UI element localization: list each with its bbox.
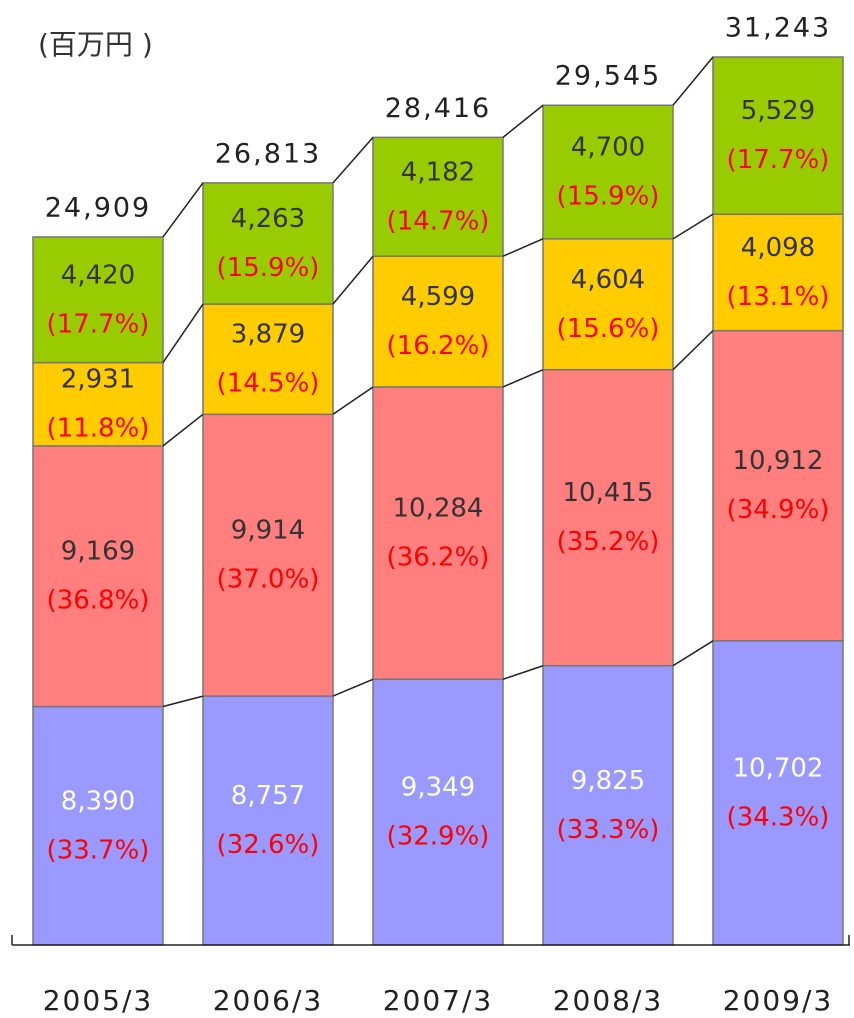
bar-segment — [32, 236, 164, 364]
share-label: (37.0%) — [217, 565, 320, 595]
connector-line — [162, 182, 204, 238]
value-label: 4,182 — [401, 157, 475, 187]
connector-line — [502, 665, 544, 680]
connector-line — [502, 238, 544, 257]
bar-segment — [372, 255, 504, 388]
connector-line — [672, 330, 714, 371]
total-label: 24,909 — [45, 192, 151, 223]
chart-title: (百万円 ) — [38, 28, 153, 61]
total-label: 26,813 — [215, 138, 321, 169]
bar-segment — [32, 361, 164, 447]
share-label: (35.2%) — [557, 527, 660, 557]
connector-line — [332, 136, 374, 184]
connector-line — [332, 678, 374, 697]
bar-segment — [712, 329, 844, 642]
value-label: 4,599 — [401, 282, 475, 312]
share-label: (17.7%) — [47, 309, 150, 339]
value-label: 9,825 — [571, 766, 645, 796]
share-label: (33.3%) — [557, 815, 660, 845]
bar-segment — [202, 182, 334, 305]
value-label: 4,604 — [571, 265, 645, 295]
total-label: 31,243 — [725, 13, 831, 44]
value-label: 4,263 — [231, 204, 305, 234]
bar-segment — [542, 238, 674, 371]
bar-segment — [542, 104, 674, 240]
share-label: (14.7%) — [387, 206, 490, 236]
x-tick-label: 2005/3 — [43, 984, 154, 1017]
share-label: (34.9%) — [727, 495, 830, 525]
connector-line — [332, 386, 374, 415]
connector-line — [502, 104, 544, 138]
x-tick-label: 2006/3 — [213, 984, 324, 1017]
share-label: (14.5%) — [217, 369, 320, 399]
share-label: (15.9%) — [217, 253, 320, 283]
connector-line — [672, 56, 714, 106]
share-label: (34.3%) — [727, 802, 830, 832]
value-label: 4,700 — [571, 133, 645, 163]
x-tick-label: 2007/3 — [383, 984, 494, 1017]
value-label: 9,349 — [401, 773, 475, 803]
value-label: 3,879 — [231, 320, 305, 350]
bar-segment — [712, 56, 844, 215]
share-label: (36.2%) — [387, 543, 490, 573]
bar-segment — [32, 445, 164, 708]
connector-line — [672, 640, 714, 667]
connector-line — [502, 369, 544, 388]
connector-line — [672, 213, 714, 240]
bar-segment — [542, 368, 674, 667]
bar-segment — [202, 695, 334, 946]
value-label: 2,931 — [61, 365, 135, 395]
share-label: (15.6%) — [557, 314, 660, 344]
share-label: (15.9%) — [557, 182, 660, 212]
value-label: 10,912 — [733, 446, 824, 476]
value-label: 4,098 — [741, 233, 815, 263]
x-tick-label: 2008/3 — [553, 984, 664, 1017]
total-label: 28,416 — [385, 93, 491, 124]
share-label: (16.2%) — [387, 331, 490, 361]
bar-segment — [202, 303, 334, 416]
value-label: 8,757 — [231, 781, 305, 811]
connector-line — [162, 695, 204, 708]
share-label: (32.6%) — [217, 830, 320, 860]
share-label: (13.1%) — [727, 282, 830, 312]
bar-segment — [202, 413, 334, 697]
share-label: (36.8%) — [47, 586, 150, 616]
value-label: 9,914 — [231, 516, 305, 546]
bar-segment — [712, 213, 844, 332]
value-label: 8,390 — [61, 786, 135, 816]
value-label: 5,529 — [741, 96, 815, 126]
connector-line — [162, 413, 204, 447]
bar-segment — [32, 705, 164, 946]
value-label: 10,284 — [393, 494, 484, 524]
share-label: (11.8%) — [47, 414, 150, 444]
bar-segment — [372, 386, 504, 681]
bar-segment — [372, 136, 504, 257]
share-label: (33.7%) — [47, 835, 150, 865]
x-tick-label: 2009/3 — [723, 984, 834, 1017]
total-label: 29,545 — [555, 61, 661, 92]
connector-line — [332, 255, 374, 305]
value-label: 4,420 — [61, 260, 135, 290]
value-label: 10,415 — [563, 478, 654, 508]
bar-segment — [542, 664, 674, 946]
bar-segment — [372, 678, 504, 946]
share-label: (17.7%) — [727, 145, 830, 175]
connector-line — [162, 303, 204, 364]
share-label: (32.9%) — [387, 822, 490, 852]
value-label: 9,169 — [61, 537, 135, 567]
value-label: 10,702 — [733, 753, 824, 783]
bar-segment — [712, 640, 844, 946]
